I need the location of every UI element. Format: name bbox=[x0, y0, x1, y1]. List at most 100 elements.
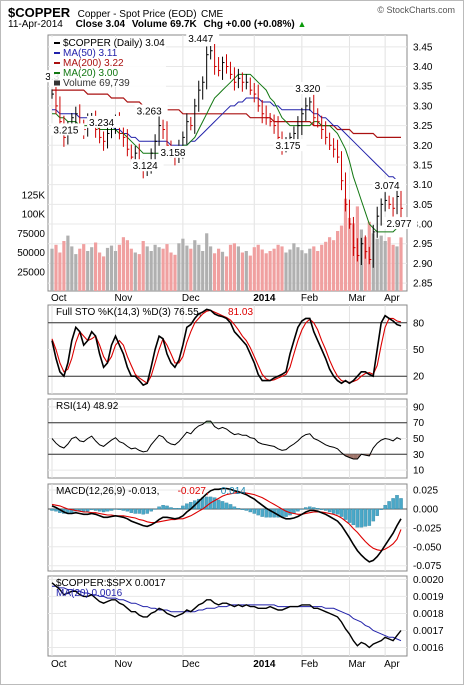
macd-histogram-bar bbox=[89, 508, 94, 510]
volume-bar bbox=[66, 235, 70, 291]
volume-bar bbox=[62, 241, 66, 291]
macd-histogram-bar bbox=[331, 508, 336, 514]
price-annotation: 3.447 bbox=[188, 34, 213, 45]
volume-bar bbox=[336, 231, 340, 291]
macd-histogram-bar bbox=[367, 508, 372, 526]
volume-bar bbox=[201, 251, 205, 291]
macd-histogram-bar bbox=[157, 506, 161, 510]
macd-histogram-bar bbox=[97, 508, 102, 512]
price-annotation-bg bbox=[384, 217, 418, 230]
volume-bar bbox=[300, 250, 304, 291]
volume-bar bbox=[74, 254, 78, 291]
quote-date: 11-Apr-2014 bbox=[8, 19, 63, 30]
price-annotation: 3.234 bbox=[89, 118, 114, 129]
price-annotation-bg bbox=[130, 159, 164, 172]
rsi-panel-ytick-label: 90 bbox=[413, 402, 425, 413]
volume-bar bbox=[133, 252, 137, 291]
volume-ytick-label: 50000 bbox=[17, 248, 45, 259]
macd-histogram-bar bbox=[240, 508, 245, 510]
quote-row: 11-Apr-2014 Close 3.04 Volume 69.7K Chg … bbox=[8, 19, 306, 30]
volume-bar bbox=[153, 244, 157, 291]
volume-value: 69.7K bbox=[170, 19, 197, 30]
price-legend-4: Volume 69,739 bbox=[63, 78, 130, 89]
macd-panel-legend-0: MACD(12,26,9) -0.013, bbox=[56, 486, 159, 497]
volume-bar bbox=[343, 198, 348, 291]
macd-histogram-bar bbox=[252, 508, 257, 514]
volume-bar bbox=[137, 254, 141, 291]
macd-histogram-bar bbox=[335, 508, 340, 515]
price-panel-ytick-label: 3.20 bbox=[413, 141, 433, 152]
price-legend-0: $COPPER (Daily) 3.04 bbox=[63, 38, 165, 49]
macd-histogram-bar bbox=[244, 508, 249, 511]
price-panel-ytick-label: 3.15 bbox=[413, 160, 433, 171]
macd-histogram-bar bbox=[300, 508, 304, 510]
macd-histogram-bar bbox=[137, 508, 142, 514]
macd-histogram-bar bbox=[371, 508, 376, 522]
macd-panel-ytick-label: -0.075 bbox=[413, 561, 442, 572]
macd-histogram-bar bbox=[308, 506, 312, 510]
ratio-panel-xtick-label: 2014 bbox=[253, 659, 276, 670]
volume-bar bbox=[351, 223, 355, 291]
exchange-label: CME bbox=[200, 9, 224, 20]
ratio-panel-xtick-label: Dec bbox=[182, 659, 200, 670]
price-panel-xtick-label: Nov bbox=[114, 293, 132, 304]
sto-k-line bbox=[51, 308, 402, 387]
price-panel-ytick-label: 3.25 bbox=[413, 121, 433, 132]
macd-histogram-bar bbox=[379, 508, 383, 510]
price-panel-ytick-label: 2.85 bbox=[413, 279, 433, 290]
volume-bar bbox=[94, 242, 98, 291]
rsi-panel-ytick-label: 30 bbox=[413, 450, 425, 461]
volume-bar bbox=[209, 246, 213, 291]
macd-histogram-bar bbox=[359, 508, 364, 528]
macd-histogram-bar bbox=[165, 505, 169, 510]
volume-bar bbox=[113, 251, 118, 291]
macd-histogram-bar bbox=[236, 508, 241, 510]
volume-ytick-label: 125K bbox=[22, 190, 46, 201]
macd-histogram-bar bbox=[181, 505, 185, 510]
volume-bar bbox=[391, 244, 395, 291]
volume-bar bbox=[177, 243, 181, 291]
instrument-name: Copper - Spot Price (EOD) bbox=[77, 9, 197, 20]
volume-bar bbox=[347, 217, 352, 291]
sto-panel-legend-1: 81.03 bbox=[228, 307, 253, 318]
macd-histogram-bar bbox=[304, 507, 308, 510]
volume-bar bbox=[375, 238, 379, 291]
volume-bar bbox=[141, 241, 145, 291]
macd-histogram-bar bbox=[228, 504, 233, 510]
price-panel-ytick-label: 3.40 bbox=[413, 62, 433, 73]
volume-bar bbox=[86, 251, 90, 291]
price-annotation: 3.074 bbox=[375, 181, 400, 192]
price-panel-ytick-label: 3.35 bbox=[413, 82, 433, 93]
chg-label: Chg bbox=[203, 19, 223, 30]
macd-signal-line bbox=[51, 491, 402, 552]
price-legend-2: MA(200) 3.22 bbox=[63, 58, 124, 69]
ratio-panel-ytick-label: 0.0018 bbox=[413, 609, 444, 620]
macd-histogram-bar bbox=[276, 508, 280, 518]
volume-ytick-label: 100K bbox=[22, 210, 46, 221]
macd-panel-legend-2: 0.014 bbox=[221, 486, 246, 497]
volume-bar bbox=[268, 251, 272, 291]
chg-up-arrow-icon: ▲ bbox=[297, 19, 307, 29]
ratio-panel-ytick-label: 0.0019 bbox=[413, 592, 444, 603]
macd-histogram-bar bbox=[256, 508, 260, 516]
volume-bar bbox=[78, 248, 82, 291]
volume-bar bbox=[121, 237, 125, 291]
volume-bar bbox=[224, 256, 229, 291]
price-annotation: 3.263 bbox=[137, 106, 162, 117]
macd-histogram-bar bbox=[391, 498, 395, 510]
close-value: 3.04 bbox=[105, 19, 126, 30]
volume-bar bbox=[252, 247, 256, 291]
macd-histogram-bar bbox=[153, 508, 157, 510]
macd-histogram-bar bbox=[339, 508, 344, 517]
close-label: Close bbox=[75, 19, 103, 30]
rsi-oversold-fill bbox=[353, 454, 358, 460]
volume-bar bbox=[217, 248, 221, 291]
rsi-oversold-fill bbox=[349, 454, 354, 460]
volume-bar bbox=[292, 243, 296, 291]
price-panel-xtick-label: Feb bbox=[301, 293, 319, 304]
macd-histogram-bar bbox=[224, 502, 229, 510]
volume-bar bbox=[276, 244, 280, 291]
volume-bar bbox=[399, 237, 403, 291]
